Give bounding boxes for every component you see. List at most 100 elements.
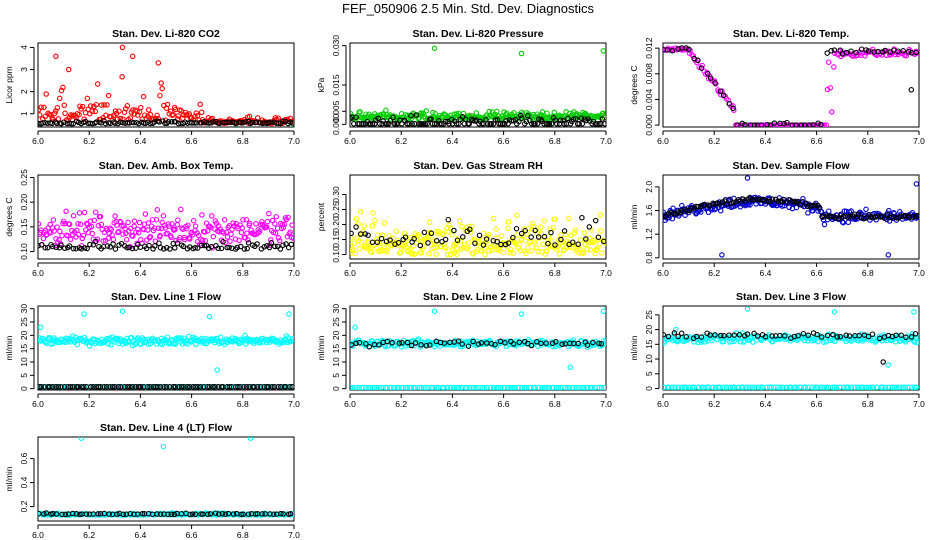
- x-tick-label: 6.6: [498, 268, 510, 278]
- data-point: [684, 207, 690, 214]
- data-point: [689, 384, 696, 390]
- data-point: [898, 332, 904, 338]
- data-point: [863, 384, 869, 390]
- data-point: [812, 202, 819, 208]
- data-point: [536, 235, 543, 241]
- data-point: [821, 221, 828, 228]
- data-point: [390, 384, 397, 390]
- y-axis-label: ml/min: [629, 335, 639, 360]
- data-point: [38, 324, 44, 331]
- data-point: [38, 384, 42, 390]
- data-point: [124, 244, 130, 251]
- data-point: [181, 384, 187, 390]
- data-point: [93, 101, 99, 108]
- data-point: [460, 234, 466, 240]
- data-point: [98, 221, 105, 228]
- data-point: [741, 338, 748, 344]
- y-tick-label: 20: [19, 330, 29, 340]
- data-point: [598, 341, 605, 347]
- data-point: [195, 384, 201, 390]
- data-point: [700, 384, 707, 390]
- data-point: [375, 115, 381, 122]
- data-point: [108, 342, 114, 348]
- data-point: [83, 220, 90, 227]
- data-point: [673, 337, 679, 344]
- data-point: [280, 242, 286, 248]
- y-tick-label: 0: [331, 386, 341, 391]
- data-point: [678, 330, 685, 337]
- data-point: [589, 384, 595, 390]
- data-point: [359, 384, 365, 390]
- data-point: [845, 219, 852, 226]
- data-point: [60, 220, 66, 227]
- data-point: [228, 231, 234, 238]
- data-point: [543, 121, 550, 127]
- data-point: [245, 237, 251, 243]
- data-point: [112, 213, 118, 219]
- x-tick-label: 6.6: [186, 399, 198, 409]
- data-point: [698, 209, 704, 215]
- data-point: [810, 336, 817, 342]
- data-point: [827, 85, 834, 91]
- data-point: [744, 175, 751, 181]
- data-point: [600, 48, 606, 54]
- data-point: [717, 88, 724, 94]
- data-point: [449, 231, 455, 238]
- data-point: [172, 226, 178, 233]
- data-point: [136, 219, 143, 226]
- data-point: [546, 121, 553, 127]
- x-tick-label: 6.0: [32, 530, 44, 540]
- data-point: [730, 105, 736, 112]
- y-tick-label: 0.015: [331, 74, 341, 96]
- data-point: [230, 511, 237, 517]
- data-point: [438, 121, 445, 127]
- data-point: [129, 384, 136, 390]
- data-point: [457, 238, 464, 244]
- data-point: [754, 196, 760, 203]
- data-point: [86, 511, 93, 517]
- data-point: [389, 340, 395, 346]
- data-point: [867, 214, 874, 220]
- x-tick-label: 6.0: [32, 399, 44, 409]
- data-point: [220, 239, 226, 245]
- data-point: [207, 511, 214, 517]
- data-point: [426, 251, 432, 257]
- data-point: [156, 240, 162, 246]
- data-point: [704, 384, 710, 390]
- data-point: [496, 121, 502, 127]
- x-tick-label: 6.4: [759, 399, 771, 409]
- data-point: [814, 384, 821, 390]
- data-point: [885, 362, 892, 368]
- data-point: [242, 119, 249, 125]
- data-point: [428, 384, 434, 390]
- data-point: [730, 384, 736, 390]
- y-tick-label: 0: [644, 386, 654, 391]
- data-point: [131, 218, 138, 224]
- data-point: [434, 228, 440, 235]
- data-point: [501, 121, 508, 127]
- data-point: [61, 102, 68, 109]
- data-point: [570, 337, 577, 343]
- data-point: [281, 221, 288, 228]
- data-point: [51, 228, 57, 234]
- data-point: [789, 122, 795, 127]
- data-point: [913, 181, 919, 187]
- x-tick-label: 6.2: [83, 399, 95, 409]
- data-point: [843, 384, 850, 390]
- data-point: [372, 217, 378, 224]
- data-point: [599, 116, 606, 122]
- y-axis-label: percent: [316, 202, 326, 231]
- data-point: [67, 384, 74, 390]
- data-point: [583, 236, 589, 242]
- data-point: [209, 213, 215, 219]
- data-point: [40, 235, 47, 242]
- data-point: [802, 384, 809, 390]
- data-point: [57, 228, 63, 235]
- data-point: [65, 384, 71, 390]
- data-point: [719, 252, 725, 258]
- data-point: [675, 333, 681, 340]
- data-point: [350, 342, 355, 348]
- x-tick-label: 6.4: [759, 136, 771, 146]
- data-point: [87, 218, 94, 224]
